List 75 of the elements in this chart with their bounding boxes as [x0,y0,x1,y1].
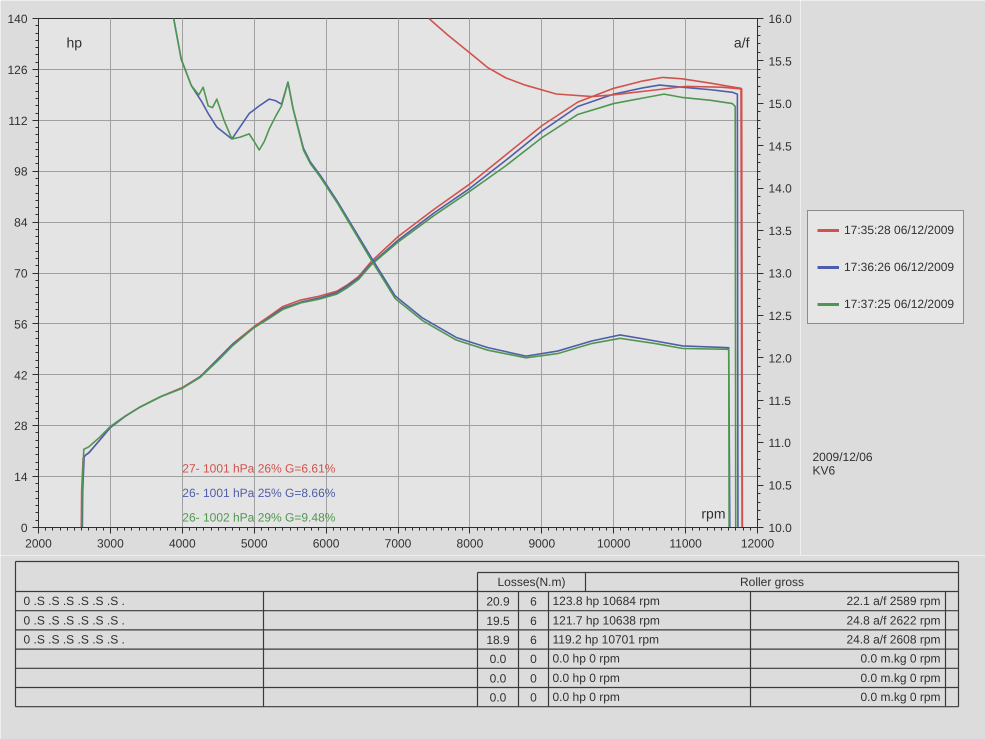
annotation: 26- 1001 hPa 25% G=8.66% [182,486,336,500]
x-tick-label: 11000 [669,536,702,550]
x-tick-label: 7000 [384,536,412,550]
y2-tick-label: 14.5 [768,139,792,154]
y-tick-label: 112 [8,114,28,128]
x-tick-label: 6000 [312,536,340,550]
legend-label: 17:36:26 06/12/2009 [844,259,954,276]
y2-tick-label: 15.5 [768,54,792,68]
text: Roller gross [740,575,804,589]
y-tick-label: 28 [14,419,28,434]
x-axis-title: rpm [701,506,726,522]
y-tick-label: 126 [7,62,28,77]
x-tick-label: 8000 [456,536,484,550]
y2-tick-label: 11.5 [768,394,792,408]
x-tick-label: 5000 [240,536,268,550]
y2-tick-label: 13.0 [768,266,792,280]
text: 0.0 hp 0 rpm [552,690,620,704]
text: 19.5 [486,614,510,628]
text: 0.0 [490,671,507,686]
y2-tick-label: 11.0 [768,436,792,450]
y2-axis-title: a/f [734,34,750,50]
x-tick-label: 10000 [597,536,631,550]
y2-tick-label: 13.5 [768,224,792,238]
text: 123.8 hp 10684 rpm [552,594,660,608]
x-tick-label: 4000 [168,536,196,550]
y-tick-label: 140 [7,12,28,26]
text: 0 .S .S .S .S .S .S . [24,613,125,628]
annotation: 26- 1002 hPa 29% G=9.48% [182,510,336,524]
text: 18.9 [486,633,510,647]
text: 22.1 a/f 2589 rpm [846,594,941,608]
text: 0.0 m.kg 0 rpm [860,652,941,666]
y-tick-label: 42 [14,368,28,382]
text: 6 [530,594,538,609]
text: 0.0 m.kg 0 rpm [860,670,941,685]
y-tick-label: 84 [14,216,28,230]
y2-tick-label: 10.5 [768,478,792,493]
text: 2009/12/06 [812,450,873,464]
text: 6 [530,633,538,647]
text: 0.0 [490,690,507,705]
y-tick-label: 56 [14,317,28,332]
x-tick-label: 3000 [97,536,124,550]
y-tick-label: 0 [20,521,28,535]
text: 0 [530,671,538,686]
x-tick-label: 2000 [25,536,52,550]
text: 119.2 hp 10701 rpm [552,632,660,646]
text: 24.8 a/f 2608 rpm [846,632,941,646]
y-axis-title: hp [66,34,82,50]
text: 0 [530,652,538,666]
text: 6 [530,614,538,628]
x-tick-label: 12000 [740,536,775,550]
y2-tick-label: 14.0 [768,182,792,196]
text: Losses(N.m) [497,575,566,589]
text: KV6 [812,464,836,478]
text: 0 .S .S .S .S .S .S . [24,632,125,646]
text: 0 .S .S .S .S .S .S . [24,594,125,608]
y-tick-label: 70 [14,266,28,280]
annotation: 27- 1001 hPa 26% G=6.61% [182,462,336,476]
y-tick-label: 14 [14,470,28,484]
text: 0.0 [490,652,507,666]
legend-label: 17:37:25 06/12/2009 [844,296,954,313]
y-tick-label: 98 [14,164,28,179]
y2-tick-label: 10.0 [768,521,792,535]
text: 0.0 hp 0 rpm [552,652,620,666]
text: 0 [530,690,538,705]
text: 121.7 hp 10638 rpm [552,613,660,628]
text: 24.8 a/f 2622 rpm [846,613,941,628]
y2-tick-label: 12.0 [768,351,792,366]
y2-tick-label: 12.5 [768,308,792,323]
text: 20.9 [486,594,510,609]
y2-tick-label: 16.0 [768,12,792,26]
text: 0.0 hp 0 rpm [552,670,620,685]
y2-tick-label: 15.0 [768,96,792,111]
x-tick-label: 9000 [528,536,556,550]
text: 0.0 m.kg 0 rpm [860,690,941,704]
legend-label: 17:35:28 06/12/2009 [844,222,954,239]
